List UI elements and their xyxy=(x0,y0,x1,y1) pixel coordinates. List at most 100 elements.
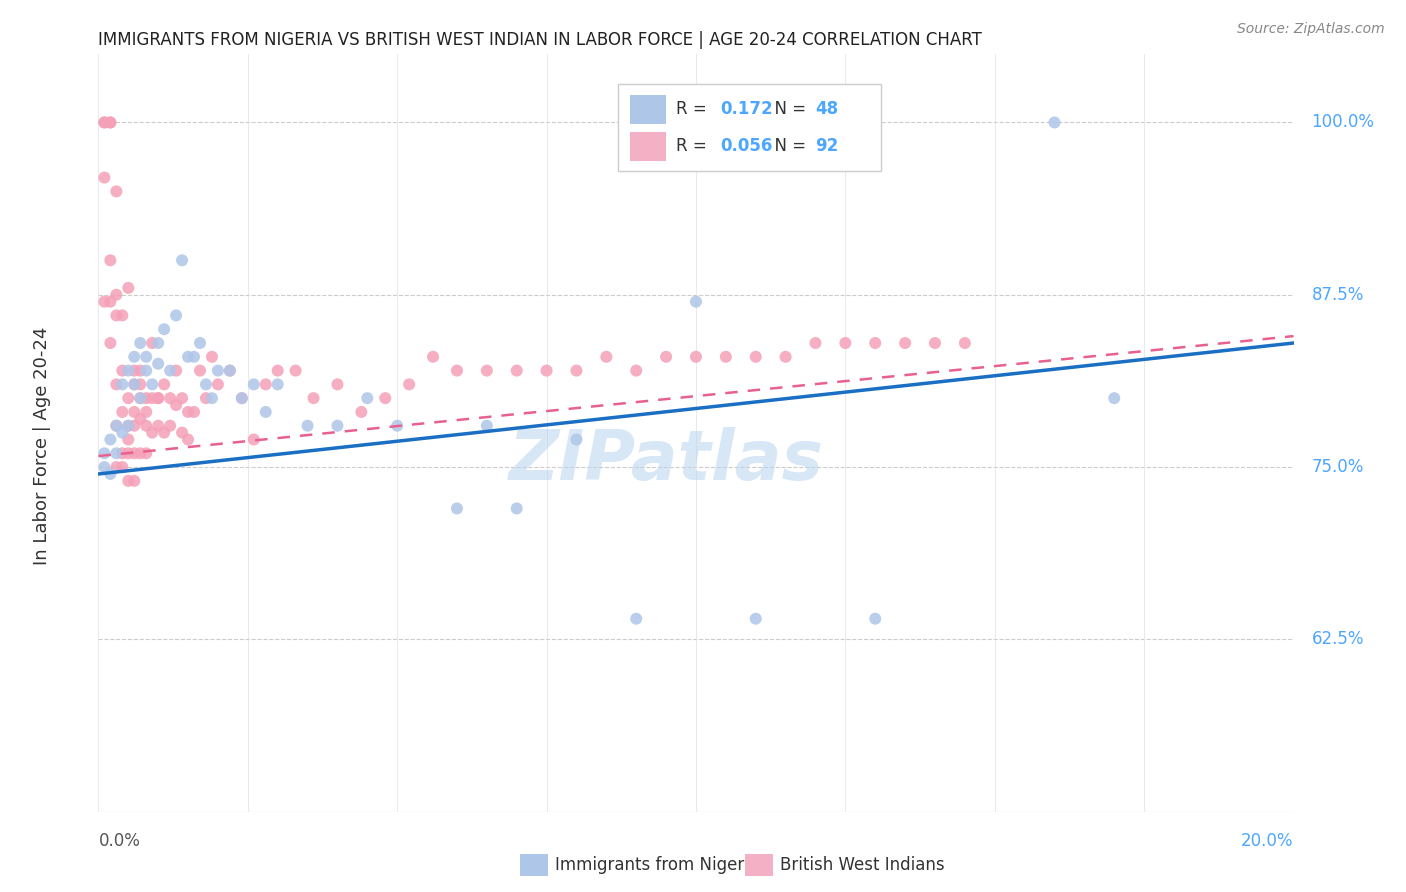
Point xyxy=(326,418,349,433)
Point xyxy=(267,377,290,392)
Point xyxy=(350,405,373,419)
Point xyxy=(141,377,163,392)
Point xyxy=(93,294,115,309)
Point xyxy=(129,412,152,426)
Point xyxy=(98,253,122,268)
Point xyxy=(124,363,146,377)
Point xyxy=(124,377,146,392)
Point xyxy=(135,350,157,364)
Point xyxy=(924,336,946,351)
Point xyxy=(129,363,152,377)
Point xyxy=(626,363,648,377)
Point xyxy=(745,612,768,626)
Point xyxy=(165,309,187,323)
Point xyxy=(117,281,139,295)
Point xyxy=(231,391,253,405)
Point xyxy=(183,405,205,419)
Point xyxy=(159,363,181,377)
Point xyxy=(105,418,128,433)
Point xyxy=(111,363,134,377)
Point xyxy=(775,350,797,364)
Point xyxy=(111,460,134,475)
Point xyxy=(117,418,139,433)
Point xyxy=(231,391,253,405)
Point xyxy=(267,363,290,377)
Point xyxy=(446,501,468,516)
Point xyxy=(159,418,181,433)
Point xyxy=(93,460,115,475)
Text: 62.5%: 62.5% xyxy=(1312,631,1364,648)
Point xyxy=(195,391,218,405)
Text: 0.0%: 0.0% xyxy=(98,832,141,850)
Point xyxy=(153,322,176,336)
Point xyxy=(894,336,917,351)
Point xyxy=(135,391,157,405)
Point xyxy=(148,391,170,405)
Point xyxy=(188,363,211,377)
Point xyxy=(124,377,146,392)
Point xyxy=(135,446,157,460)
Point xyxy=(284,363,307,377)
Point xyxy=(655,350,678,364)
Point xyxy=(177,350,200,364)
Point xyxy=(254,377,277,392)
Text: British West Indians: British West Indians xyxy=(780,856,945,874)
Point xyxy=(172,425,194,440)
Point xyxy=(124,405,146,419)
Text: In Labor Force | Age 20-24: In Labor Force | Age 20-24 xyxy=(34,326,51,566)
Point xyxy=(129,446,152,460)
Point xyxy=(565,363,588,377)
Point xyxy=(385,418,409,433)
Text: 48: 48 xyxy=(815,100,838,118)
Text: 75.0%: 75.0% xyxy=(1312,458,1364,476)
Point xyxy=(117,418,139,433)
Point xyxy=(141,425,163,440)
Point xyxy=(117,474,139,488)
Point xyxy=(953,336,976,351)
Point xyxy=(183,350,205,364)
Point xyxy=(98,433,122,447)
Point xyxy=(356,391,378,405)
Point xyxy=(129,391,152,405)
Point xyxy=(207,363,229,377)
Text: 0.172: 0.172 xyxy=(720,100,772,118)
Point xyxy=(93,446,115,460)
Text: Immigrants from Nigeria: Immigrants from Nigeria xyxy=(555,856,759,874)
Point xyxy=(93,115,115,129)
Point xyxy=(153,425,176,440)
Text: 20.0%: 20.0% xyxy=(1241,832,1294,850)
Point xyxy=(177,405,200,419)
Point xyxy=(135,418,157,433)
Text: 87.5%: 87.5% xyxy=(1312,285,1364,304)
Point xyxy=(105,309,128,323)
Point xyxy=(117,391,139,405)
Point xyxy=(565,433,588,447)
Point xyxy=(1043,115,1066,129)
Point xyxy=(148,357,170,371)
Text: N =: N = xyxy=(763,137,811,155)
Text: 0.056: 0.056 xyxy=(720,137,772,155)
Point xyxy=(243,377,266,392)
Point xyxy=(93,115,115,129)
Point xyxy=(865,336,887,351)
Point xyxy=(98,336,122,351)
Point xyxy=(135,363,157,377)
Point xyxy=(148,391,170,405)
Point xyxy=(105,377,128,392)
Point xyxy=(302,391,325,405)
Point xyxy=(446,363,468,377)
Point xyxy=(124,418,146,433)
Point xyxy=(804,336,827,351)
Point xyxy=(105,287,128,301)
Point xyxy=(98,115,122,129)
Point xyxy=(148,418,170,433)
Point xyxy=(207,377,229,392)
Point xyxy=(188,336,211,351)
Point xyxy=(117,446,139,460)
Point xyxy=(141,391,163,405)
Point xyxy=(201,391,224,405)
Point xyxy=(111,309,134,323)
Point xyxy=(685,350,707,364)
Point xyxy=(243,433,266,447)
Point xyxy=(475,418,498,433)
